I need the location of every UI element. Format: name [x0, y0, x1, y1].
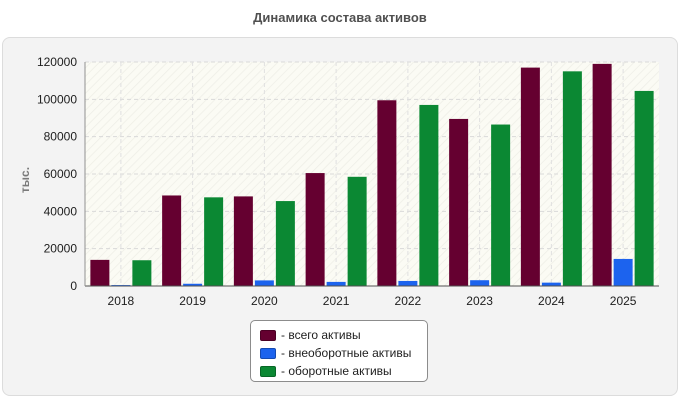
y-tick-label: 80000 [44, 130, 78, 144]
bar-total [520, 67, 540, 286]
x-tick-labels: 2018 2019 2020 2021 2022 2023 2024 2025 [108, 294, 637, 308]
bar-current [204, 197, 224, 286]
bar-total [90, 259, 110, 286]
y-tick-labels: 0 20000 40000 60000 80000 100000 120000 [37, 55, 77, 293]
bar-current [347, 176, 367, 286]
x-tick-label: 2024 [538, 294, 565, 308]
y-tick-label: 40000 [44, 204, 78, 218]
bars-group [90, 63, 654, 287]
bar-noncurrent [470, 280, 490, 286]
bar-noncurrent [183, 283, 203, 286]
x-tick-label: 2021 [323, 294, 350, 308]
legend-item-noncurrent: - внеоборотные активы [251, 344, 427, 362]
bar-current [634, 90, 654, 286]
bar-noncurrent [326, 281, 346, 286]
y-tick-label: 20000 [44, 242, 78, 256]
y-tick-label: 60000 [44, 167, 78, 181]
bar-current [132, 260, 152, 286]
x-tick-label: 2018 [108, 294, 135, 308]
bar-current [275, 201, 295, 286]
bar-noncurrent [254, 280, 274, 286]
legend-swatch-total [260, 329, 276, 341]
legend-label-current: - оборотные активы [281, 364, 392, 378]
y-tick-label: 120000 [37, 55, 77, 69]
bar-noncurrent [613, 258, 633, 286]
legend-label-noncurrent: - внеоборотные активы [281, 346, 412, 360]
legend-swatch-current [260, 365, 276, 377]
bar-total [233, 196, 253, 286]
x-tick-label: 2022 [395, 294, 422, 308]
bar-current [419, 104, 439, 286]
bar-current [491, 124, 511, 287]
bar-total [592, 63, 612, 286]
bar-noncurrent [398, 280, 418, 286]
legend-swatch-noncurrent [260, 347, 276, 359]
chart-title: Динамика состава активов [253, 10, 427, 25]
y-tick-label: 0 [70, 279, 77, 293]
legend-item-current: - оборотные активы [251, 362, 427, 380]
legend-label-total: - всего активы [281, 328, 361, 342]
bar-noncurrent [541, 282, 561, 286]
bar-total [305, 173, 325, 286]
axes-group [84, 62, 659, 287]
chart-legend: - всего активы - внеоборотные активы - о… [250, 320, 428, 382]
x-tick-label: 2020 [251, 294, 278, 308]
y-tick-label: 100000 [37, 92, 77, 106]
legend-item-total: - всего активы [251, 326, 427, 344]
bar-total [377, 100, 397, 287]
x-tick-label: 2019 [179, 294, 206, 308]
x-tick-label: 2023 [466, 294, 493, 308]
y-axis-label: тыс. [18, 166, 32, 194]
bar-total [449, 118, 469, 286]
bar-current [562, 71, 582, 286]
x-tick-label: 2025 [610, 294, 637, 308]
bar-total [162, 195, 182, 286]
